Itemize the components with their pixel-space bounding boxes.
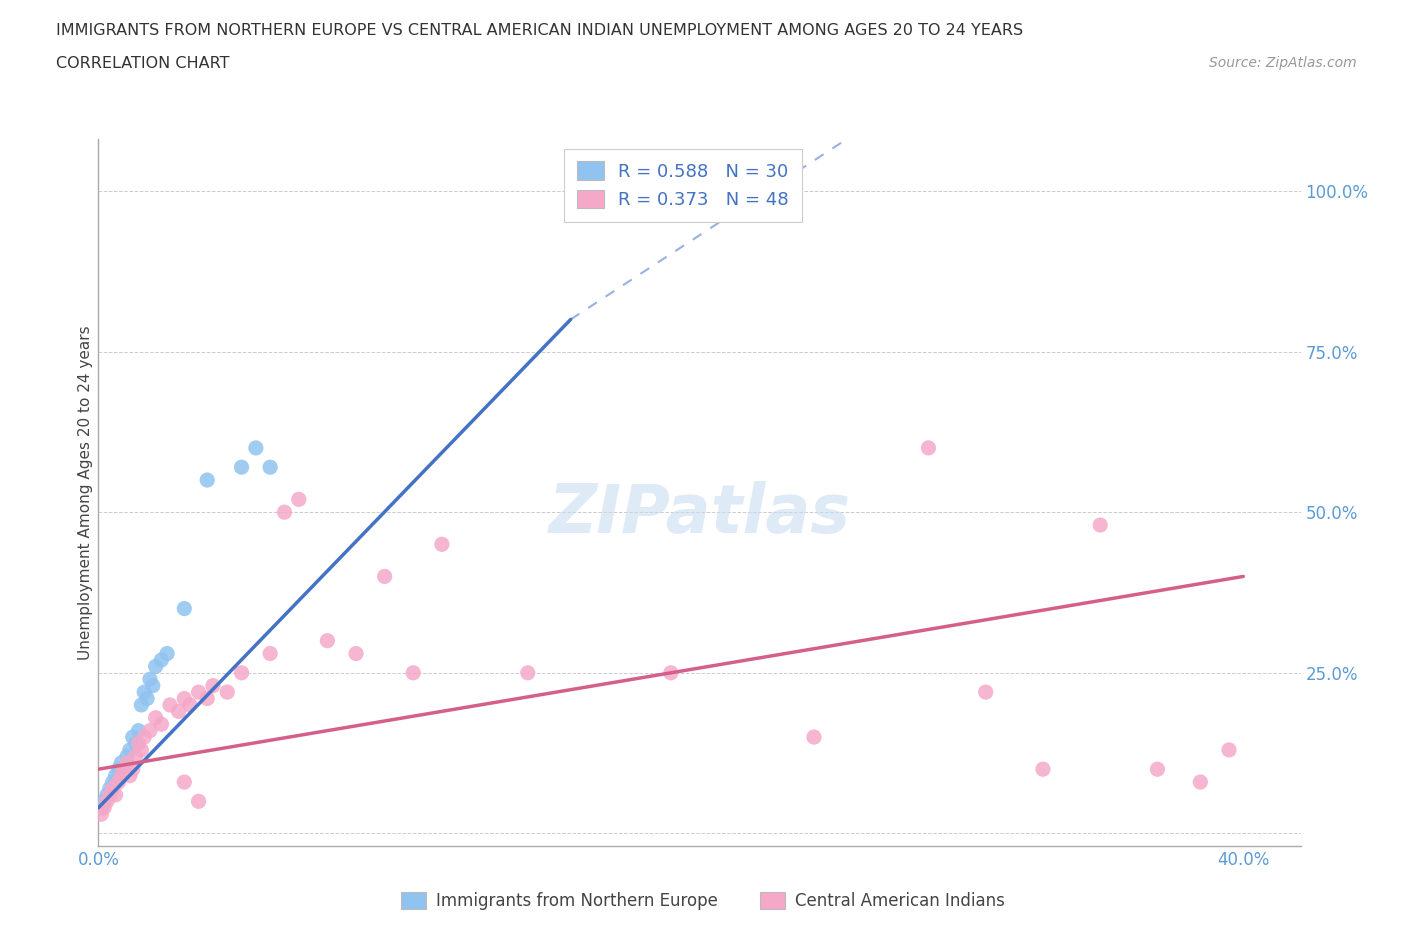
Point (118, 768, 141, 783)
Point (516, 665, 538, 680)
Point (187, 684, 209, 699)
Point (259, 459, 281, 474)
Point (112, 762, 135, 777)
Point (101, 781, 124, 796)
Point (104, 788, 127, 803)
Point (128, 736, 150, 751)
Point (110, 768, 132, 783)
Point (107, 775, 129, 790)
Point (115, 755, 138, 770)
Y-axis label: Unemployment Among Ages 20 to 24 years: Unemployment Among Ages 20 to 24 years (77, 326, 93, 660)
Point (659, 665, 682, 680)
Point (259, 646, 281, 661)
Point (1032, 762, 1054, 777)
Point (288, 492, 311, 507)
Text: ZIPatlas: ZIPatlas (548, 481, 851, 547)
Text: Source: ZipAtlas.com: Source: ZipAtlas.com (1209, 56, 1357, 70)
Point (98, 781, 121, 796)
Point (1146, 762, 1168, 777)
Point (90, 801, 112, 816)
Point (110, 755, 132, 770)
Point (187, 794, 209, 809)
Point (150, 717, 173, 732)
Legend: R = 0.588   N = 30, R = 0.373   N = 48: R = 0.588 N = 30, R = 0.373 N = 48 (564, 149, 801, 221)
Point (96, 788, 118, 803)
Point (90, 806, 112, 821)
Point (93, 794, 115, 809)
Point (121, 730, 143, 745)
Point (134, 684, 156, 699)
Point (1218, 742, 1240, 757)
Point (150, 653, 173, 668)
Point (1088, 518, 1111, 533)
Point (134, 730, 156, 745)
Point (107, 762, 129, 777)
Point (374, 569, 396, 584)
Point (1189, 775, 1212, 790)
Point (195, 472, 218, 487)
Point (231, 459, 253, 474)
Point (101, 775, 124, 790)
Point (145, 659, 167, 674)
Point (96, 794, 118, 809)
Point (118, 742, 141, 757)
Point (201, 678, 224, 693)
Legend: Immigrants from Northern Europe, Central American Indians: Immigrants from Northern Europe, Central… (395, 885, 1011, 917)
Point (173, 601, 195, 616)
Point (430, 537, 453, 551)
Point (128, 724, 150, 738)
Point (121, 762, 143, 777)
Point (173, 775, 195, 790)
Text: CORRELATION CHART: CORRELATION CHART (56, 56, 229, 71)
Point (131, 742, 153, 757)
Point (195, 691, 218, 706)
Point (139, 671, 162, 686)
Point (159, 698, 181, 712)
Point (124, 736, 146, 751)
Point (93, 801, 115, 816)
Point (173, 691, 195, 706)
Point (136, 691, 159, 706)
Point (344, 646, 367, 661)
Point (974, 684, 997, 699)
Point (112, 762, 135, 777)
Point (124, 749, 146, 764)
Point (231, 665, 253, 680)
Point (139, 724, 162, 738)
Point (803, 730, 825, 745)
Point (917, 441, 939, 456)
Point (145, 711, 167, 725)
Point (179, 698, 201, 712)
Text: IMMIGRANTS FROM NORTHERN EUROPE VS CENTRAL AMERICAN INDIAN UNEMPLOYMENT AMONG AG: IMMIGRANTS FROM NORTHERN EUROPE VS CENTR… (56, 23, 1024, 38)
Point (167, 704, 190, 719)
Point (631, 183, 654, 198)
Point (588, 183, 610, 198)
Point (156, 646, 179, 661)
Point (673, 183, 696, 198)
Point (104, 768, 127, 783)
Point (245, 441, 267, 456)
Point (131, 698, 153, 712)
Point (115, 749, 138, 764)
Point (142, 678, 165, 693)
Point (402, 665, 425, 680)
Point (316, 633, 339, 648)
Point (273, 505, 295, 520)
Point (217, 684, 239, 699)
Point (98, 788, 121, 803)
